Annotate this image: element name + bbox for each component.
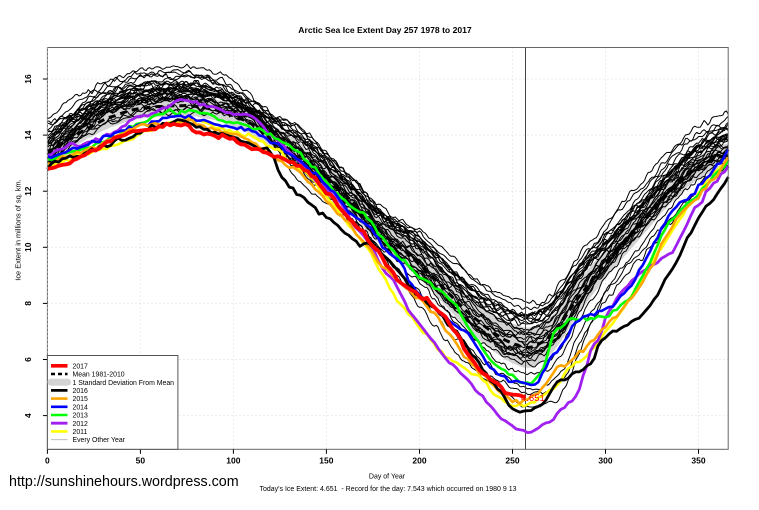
- svg-text:Day of Year: Day of Year: [369, 474, 406, 481]
- svg-text:8: 8: [23, 301, 33, 306]
- svg-text:12: 12: [23, 186, 33, 196]
- svg-text:50: 50: [136, 456, 146, 466]
- svg-text:100: 100: [226, 456, 240, 466]
- svg-text:2014: 2014: [73, 404, 88, 411]
- svg-text:10: 10: [23, 242, 33, 252]
- svg-text:2017: 2017: [73, 363, 88, 370]
- svg-text:0: 0: [45, 456, 50, 466]
- svg-text:2016: 2016: [73, 388, 88, 395]
- svg-text:14: 14: [23, 130, 33, 140]
- svg-text:250: 250: [505, 456, 519, 466]
- svg-text:Mean 1981-2010: Mean 1981-2010: [73, 372, 125, 379]
- svg-text:2013: 2013: [73, 413, 88, 420]
- svg-text:Ice Extent in millions of sq.: Ice Extent in millions of sq. km.: [14, 179, 23, 280]
- svg-text:4.651: 4.651: [521, 393, 545, 404]
- svg-text:16: 16: [23, 74, 33, 84]
- svg-text:4: 4: [23, 413, 33, 418]
- svg-text:300: 300: [598, 456, 612, 466]
- svg-text:150: 150: [319, 456, 333, 466]
- svg-text:200: 200: [412, 456, 426, 466]
- svg-text:Today's Ice Extent: 4.651 - R: Today's Ice Extent: 4.651 - Record for t…: [260, 486, 517, 493]
- svg-text:Every Other Year: Every Other Year: [73, 437, 126, 444]
- svg-text:2012: 2012: [73, 421, 88, 428]
- svg-text:Arctic Sea Ice Extent Day 257: Arctic Sea Ice Extent Day 257 1978 to 20…: [298, 25, 472, 35]
- svg-text:2011: 2011: [73, 429, 88, 436]
- svg-text:2015: 2015: [73, 396, 88, 403]
- svg-text:6: 6: [23, 357, 33, 362]
- svg-text:http://sunshinehours.wordpress: http://sunshinehours.wordpress.com: [9, 474, 239, 490]
- svg-text:350: 350: [691, 456, 705, 466]
- svg-text:1 Standard Deviation From Mean: 1 Standard Deviation From Mean: [73, 380, 175, 387]
